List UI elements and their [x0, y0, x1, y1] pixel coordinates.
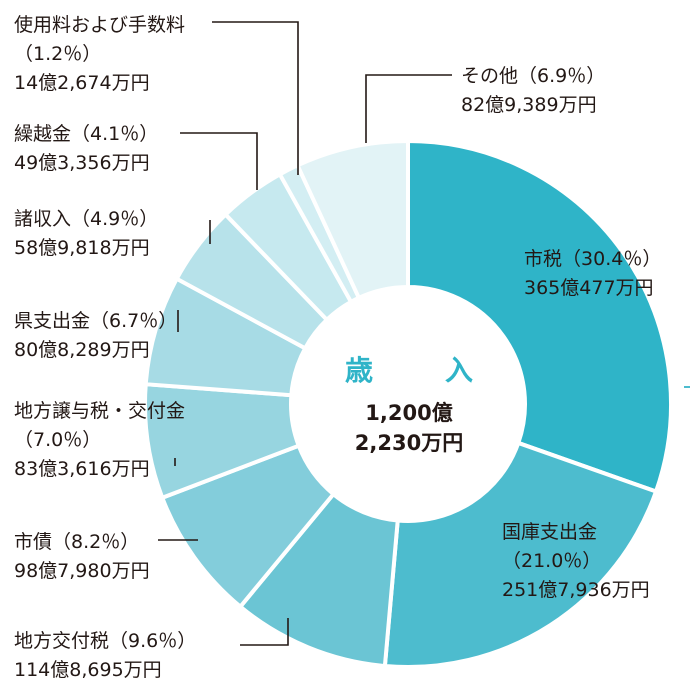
- label-sonota: その他（6.9％） 82億9,389万円: [461, 65, 606, 116]
- leader-line-sonota: [365, 74, 452, 143]
- label-shizei: 市税（30.4％） 365億477万円: [524, 248, 662, 299]
- label-kokko-shishutsukin: 国庫支出金 （21.0％） 251億7,936万円: [502, 521, 650, 601]
- label-shisai: 市債（8.2％） 98億7,980万円: [14, 531, 150, 582]
- slice-sonota: [294, 138, 410, 301]
- slice-shizei: [406, 138, 673, 495]
- leader-line-chiho-kofuzei: [240, 618, 289, 646]
- label-shiyoryo: 使用料および手数料 （1.2％） 14億2,674万円: [14, 14, 186, 94]
- center-total: 1,200億 2,230万円: [309, 398, 509, 458]
- label-shoshunyu: 諸収入（4.9％） 58億9,818万円: [14, 208, 159, 259]
- label-jouyozei: 地方譲与税・交付金 （7.0％） 83億3,616万円: [14, 400, 186, 480]
- center-title: 歳 入: [344, 354, 495, 387]
- slice-kokko-shishutsukin: [382, 440, 659, 669]
- label-chiho-kofuzei: 地方交付税（9.6％） 114億8,695万円: [14, 630, 197, 681]
- center-total-line1: 1,200億: [365, 401, 453, 425]
- leader-line-kurikoshikin: [180, 132, 258, 190]
- label-ken-shishutsukin: 県支出金（6.7％） 80億8,289万円: [14, 310, 178, 361]
- label-kurikoshikin: 繰越金（4.1％） 49億3,356万円: [14, 123, 159, 174]
- leader-line-shiyoryo: [212, 21, 299, 175]
- center-total-line2: 2,230万円: [354, 431, 464, 455]
